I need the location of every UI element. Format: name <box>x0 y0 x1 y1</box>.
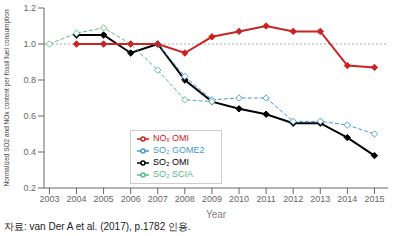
svg-text:2008: 2008 <box>175 194 195 204</box>
svg-text:0.8: 0.8 <box>23 75 36 85</box>
svg-text:2003: 2003 <box>39 194 59 204</box>
svg-text:1.0: 1.0 <box>23 39 36 49</box>
html-text:SO₂ GOME2: SO₂ GOME2 <box>153 145 205 156</box>
svg-text:2006: 2006 <box>121 194 141 204</box>
svg-text:1.2: 1.2 <box>23 3 36 13</box>
svg-text:2014: 2014 <box>337 194 357 204</box>
html-text:자료: van Der A et al. (2017), p: 자료: van Der A et al. (2017), p.1782 인용. <box>4 221 191 232</box>
svg-text:2015: 2015 <box>364 194 384 204</box>
svg-text:2012: 2012 <box>283 194 303 204</box>
svg-text:2010: 2010 <box>229 194 249 204</box>
html-text:Normalized SO2 and NOx content: Normalized SO2 and NOx content per fossi… <box>3 9 10 187</box>
html-text:SO₂ SCIA: SO₂ SCIA <box>153 169 193 180</box>
svg-text:2009: 2009 <box>202 194 222 204</box>
svg-text:2004: 2004 <box>66 194 86 204</box>
svg-text:2013: 2013 <box>310 194 330 204</box>
svg-text:0.4: 0.4 <box>23 147 36 157</box>
html-text:SO₂ OMI: SO₂ OMI <box>153 157 189 168</box>
svg-text:2011: 2011 <box>256 194 275 204</box>
svg-text:0.2: 0.2 <box>23 183 36 193</box>
svg-text:2005: 2005 <box>94 194 114 204</box>
svg-text:Year: Year <box>206 209 227 218</box>
html-text:NOₓ OMI: NOₓ OMI <box>153 133 189 144</box>
svg-text:0.6: 0.6 <box>23 111 36 121</box>
svg-text:2007: 2007 <box>148 194 168 204</box>
